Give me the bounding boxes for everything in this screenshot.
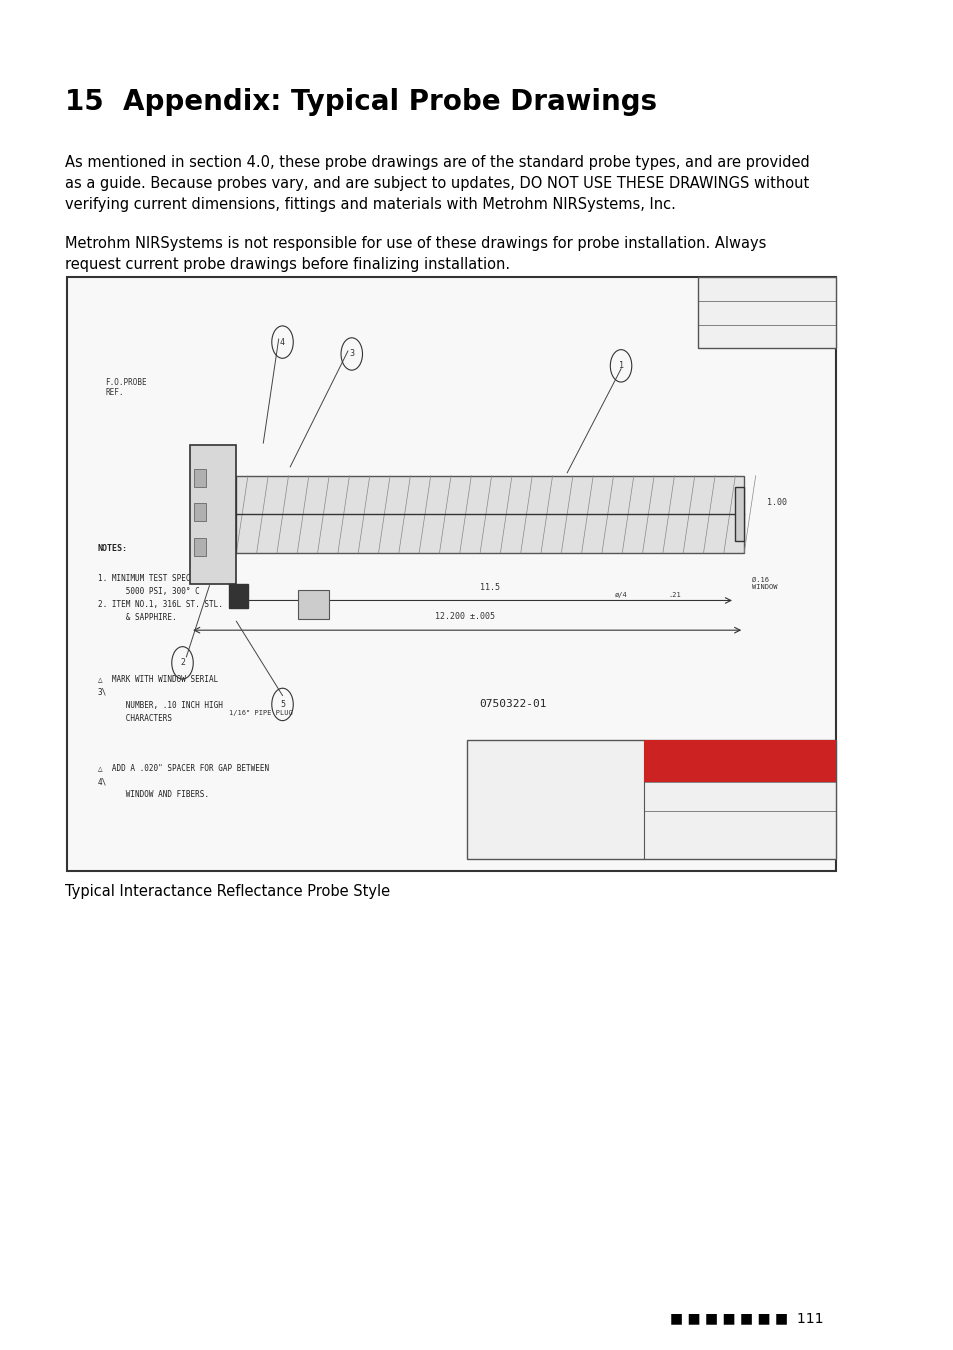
Text: △  ADD A .020" SPACER FOR GAP BETWEEN
4\
      WINDOW AND FIBERS.: △ ADD A .020" SPACER FOR GAP BETWEEN 4\ … bbox=[98, 764, 269, 799]
Text: 1: 1 bbox=[618, 362, 623, 370]
Text: 4: 4 bbox=[280, 338, 285, 347]
Text: 12.200 ±.005: 12.200 ±.005 bbox=[435, 613, 495, 621]
Text: 1. MINIMUM TEST SPECIFICATION
      5000 PSI, 300° C
2. ITEM NO.1, 316L ST. STL.: 1. MINIMUM TEST SPECIFICATION 5000 PSI, … bbox=[98, 574, 232, 622]
Text: 2: 2 bbox=[180, 659, 185, 667]
Text: △  MARK WITH WINDOW SERIAL
3\
      NUMBER, .10 INCH HIGH
      CHARACTERS: △ MARK WITH WINDOW SERIAL 3\ NUMBER, .10… bbox=[98, 675, 222, 724]
Text: SEE P/L: SEE P/L bbox=[475, 767, 500, 772]
Text: 11.5: 11.5 bbox=[479, 583, 499, 591]
Bar bbox=[193, 468, 205, 486]
Text: 15  Appendix: Typical Probe Drawings: 15 Appendix: Typical Probe Drawings bbox=[65, 88, 657, 116]
Text: Typical Interactance Reflectance Probe Style: Typical Interactance Reflectance Probe S… bbox=[65, 884, 390, 899]
Text: 5: 5 bbox=[280, 699, 285, 709]
Bar bbox=[190, 446, 236, 583]
Text: Ø.16
WINDOW: Ø.16 WINDOW bbox=[751, 576, 777, 590]
Bar bbox=[229, 583, 248, 608]
Bar bbox=[297, 590, 329, 620]
Text: ■ ■ ■ ■ ■ ■ ■  111: ■ ■ ■ ■ ■ ■ ■ 111 bbox=[669, 1312, 822, 1326]
Text: NOTES:: NOTES: bbox=[98, 544, 128, 554]
Text: As mentioned in section 4.0, these probe drawings are of the standard probe type: As mentioned in section 4.0, these probe… bbox=[65, 155, 809, 212]
Text: 0750322-01: 0750322-01 bbox=[479, 699, 546, 710]
Bar bbox=[698, 277, 836, 348]
Text: DO NOT SCALE DRAWING: DO NOT SCALE DRAWING bbox=[522, 786, 588, 791]
Text: Metrohm NIRSystems is not responsible for use of these drawings for probe instal: Metrohm NIRSystems is not responsible fo… bbox=[65, 236, 766, 273]
Text: 1.00: 1.00 bbox=[766, 498, 786, 508]
Bar bbox=[467, 740, 836, 859]
Text: 3: 3 bbox=[349, 350, 354, 359]
Text: 0750322         02: 0750322 02 bbox=[701, 830, 778, 836]
Bar bbox=[236, 475, 743, 554]
Text: .21: .21 bbox=[668, 591, 680, 598]
Text: ø/4: ø/4 bbox=[614, 591, 627, 598]
Text: 1" X 12" MICRO REFLECTANCE
PROBE ASSEMBLY/OUTLINE: 1" X 12" MICRO REFLECTANCE PROBE ASSEMBL… bbox=[691, 791, 788, 803]
Text: F.O.PROBE
REF.: F.O.PROBE REF. bbox=[106, 378, 147, 397]
Text: TYPE: TYPE bbox=[813, 286, 826, 292]
Bar bbox=[193, 539, 205, 556]
Bar bbox=[193, 504, 205, 521]
Bar bbox=[734, 487, 743, 541]
Text: Foss NIRSystems: Foss NIRSystems bbox=[705, 757, 774, 764]
Bar bbox=[643, 740, 836, 782]
Bar bbox=[67, 277, 836, 871]
Text: 1/16" PIPE PLUG: 1/16" PIPE PLUG bbox=[229, 710, 293, 717]
